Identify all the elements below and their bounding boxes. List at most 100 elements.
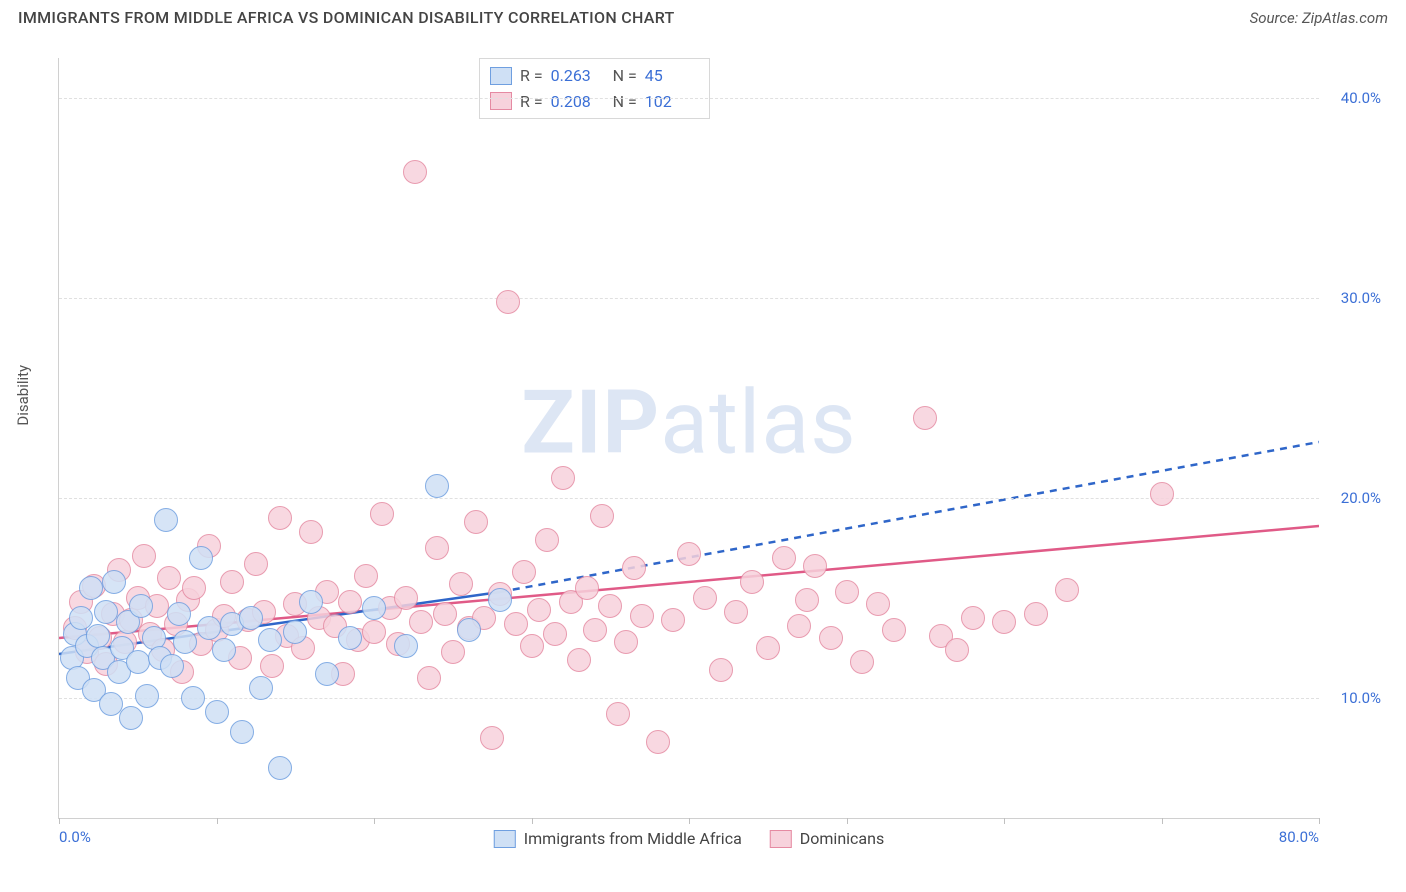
chart-title: IMMIGRANTS FROM MIDDLE AFRICA VS DOMINIC… [18, 8, 675, 27]
plot-area: ZIPatlas R =0.263 N =45 R =0.208 N =102 … [58, 58, 1319, 819]
data-point-a [315, 662, 339, 686]
data-point-b [835, 580, 859, 604]
n-value-b: 102 [645, 89, 699, 115]
data-point-b [693, 586, 717, 610]
x-tick [1162, 818, 1163, 824]
y-tick-label: 20.0% [1341, 489, 1381, 507]
x-tick [374, 818, 375, 824]
data-point-b [961, 606, 985, 630]
swatch-series-b [490, 92, 512, 110]
data-point-a [205, 700, 229, 724]
data-point-a [457, 618, 481, 642]
data-point-b [709, 658, 733, 682]
data-point-a [79, 576, 103, 600]
data-point-a [362, 596, 386, 620]
data-point-b [661, 608, 685, 632]
data-point-b [268, 506, 292, 530]
data-point-b [590, 504, 614, 528]
data-point-b [480, 726, 504, 750]
watermark: ZIPatlas [521, 371, 856, 474]
data-point-a [212, 638, 236, 662]
data-point-b [583, 618, 607, 642]
data-point-a [160, 654, 184, 678]
data-point-b [394, 586, 418, 610]
data-point-a [338, 626, 362, 650]
y-tick-label: 30.0% [1341, 289, 1381, 307]
data-point-a [239, 606, 263, 630]
n-value-a: 45 [645, 63, 699, 89]
data-point-b [724, 600, 748, 624]
r-value-b: 0.208 [551, 89, 605, 115]
data-point-a [268, 756, 292, 780]
data-point-b [622, 556, 646, 580]
data-point-b [551, 466, 575, 490]
data-point-b [740, 570, 764, 594]
data-point-b [244, 552, 268, 576]
data-point-b [433, 602, 457, 626]
x-tick [847, 818, 848, 824]
series-b-name: Dominicans [800, 829, 884, 848]
data-point-b [1150, 482, 1174, 506]
data-point-a [154, 508, 178, 532]
data-point-b [417, 666, 441, 690]
gridline [59, 498, 1319, 499]
data-point-b [132, 544, 156, 568]
data-point-a [181, 686, 205, 710]
data-point-b [787, 614, 811, 638]
data-point-b [803, 554, 827, 578]
swatch-series-a-bottom [494, 830, 516, 848]
data-point-b [504, 612, 528, 636]
swatch-series-b-bottom [770, 830, 792, 848]
data-point-a [119, 706, 143, 730]
data-point-b [882, 618, 906, 642]
data-point-a [167, 602, 191, 626]
data-point-b [409, 610, 433, 634]
data-point-b [567, 648, 591, 672]
data-point-a [249, 676, 273, 700]
y-tick-label: 10.0% [1341, 689, 1381, 707]
chart-container: Disability ZIPatlas R =0.263 N =45 R =0.… [20, 40, 1386, 872]
r-value-a: 0.263 [551, 63, 605, 89]
trend-lines [59, 58, 1319, 818]
swatch-series-a [490, 67, 512, 85]
gridline [59, 98, 1319, 99]
data-point-b [945, 638, 969, 662]
x-tick [1004, 818, 1005, 824]
data-point-a [488, 588, 512, 612]
source-label: Source: ZipAtlas.com [1250, 9, 1388, 27]
data-point-b [1024, 602, 1048, 626]
data-point-a [283, 620, 307, 644]
data-point-a [86, 624, 110, 648]
data-point-b [449, 572, 473, 596]
data-point-b [850, 650, 874, 674]
data-point-b [441, 640, 465, 664]
x-tick [217, 818, 218, 824]
data-point-b [543, 622, 567, 646]
data-point-b [299, 520, 323, 544]
x-tick [59, 818, 60, 824]
data-point-b [772, 546, 796, 570]
x-min-label: 0.0% [59, 828, 91, 846]
data-point-a [299, 590, 323, 614]
data-point-b [403, 160, 427, 184]
data-point-a [173, 630, 197, 654]
series-a-name: Immigrants from Middle Africa [524, 829, 742, 848]
data-point-a [189, 546, 213, 570]
data-point-b [614, 630, 638, 654]
x-tick [1319, 818, 1320, 824]
x-tick [532, 818, 533, 824]
data-point-b [866, 592, 890, 616]
data-point-b [338, 590, 362, 614]
series-legend: Immigrants from Middle Africa Dominicans [494, 829, 884, 848]
data-point-b [425, 536, 449, 560]
data-point-b [756, 636, 780, 660]
data-point-b [795, 588, 819, 612]
data-point-b [370, 502, 394, 526]
data-point-b [354, 564, 378, 588]
data-point-a [129, 594, 153, 618]
data-point-b [575, 576, 599, 600]
data-point-b [677, 542, 701, 566]
data-point-b [527, 598, 551, 622]
data-point-a [102, 570, 126, 594]
data-point-b [260, 654, 284, 678]
